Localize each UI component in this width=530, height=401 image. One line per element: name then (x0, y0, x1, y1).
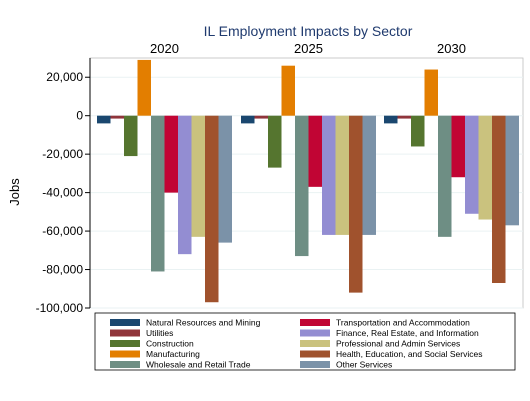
bar (335, 115, 349, 235)
bars (97, 59, 519, 303)
bar (205, 115, 219, 303)
bar (438, 115, 452, 237)
y-tick-label: -40,000 (42, 186, 83, 200)
bar (295, 115, 309, 257)
bar (178, 115, 192, 255)
legend-label: Natural Resources and Mining (146, 318, 261, 328)
bar (397, 115, 411, 119)
legend-label: Wholesale and Retail Trade (146, 360, 251, 370)
y-axis: 20,000 0 -20,000 -40,000 -60,000 -80,000 -100,… (36, 58, 91, 315)
bar (254, 115, 268, 119)
bar (110, 115, 124, 119)
bar (424, 69, 438, 116)
bar (137, 59, 151, 116)
legend-label: Professional and Admin Services (336, 339, 460, 349)
legend-label: Construction (146, 339, 194, 349)
bar (451, 115, 465, 178)
bar (218, 115, 232, 243)
bar (362, 115, 376, 235)
bar (322, 115, 336, 235)
bar (268, 115, 282, 168)
bar (411, 115, 425, 147)
legend-swatch (110, 340, 140, 347)
panel-label: 2020 (150, 41, 179, 56)
y-tick-label: 20,000 (46, 70, 83, 84)
y-tick-label: -20,000 (42, 147, 83, 161)
legend-label: Finance, Real Estate, and Information (336, 328, 479, 338)
legend-swatch (110, 329, 140, 337)
legend-label: Other Services (336, 360, 392, 370)
bar (505, 115, 519, 226)
y-tick-label: 0 (76, 109, 83, 123)
legend-label: Transportation and Accommodation (336, 318, 470, 328)
legend-label: Utilities (146, 328, 173, 338)
legend-swatch (300, 350, 330, 358)
legend-swatch (110, 361, 140, 368)
bar (281, 65, 295, 116)
bar (164, 115, 178, 193)
y-axis-label: Jobs (7, 178, 22, 206)
bar (241, 115, 255, 124)
legend-swatch (300, 340, 330, 347)
panel-label: 2030 (437, 41, 466, 56)
bar (308, 115, 322, 187)
bar (191, 115, 205, 237)
y-tick-label: -100,000 (36, 301, 84, 315)
bar (384, 115, 398, 124)
legend-swatch (300, 361, 330, 368)
bar (124, 115, 138, 157)
y-tick-label: -80,000 (42, 263, 83, 277)
legend: Natural Resources and MiningUtilitiesCon… (94, 312, 516, 371)
bar (97, 115, 111, 124)
bar (478, 115, 492, 220)
panel-labels: 2020 2025 2030 (150, 41, 466, 56)
bar (349, 115, 363, 293)
legend-swatch (300, 319, 330, 326)
panel-label: 2025 (294, 41, 323, 56)
bar (465, 115, 479, 214)
bar (492, 115, 506, 283)
legend-swatch (110, 319, 140, 326)
y-tick-label: -60,000 (42, 224, 83, 238)
chart-title: IL Employment Impacts by Sector (204, 23, 413, 39)
legend-swatch (110, 350, 140, 358)
legend-swatch (300, 329, 330, 337)
legend-label: Health, Education, and Social Services (336, 349, 482, 359)
legend-label: Manufacturing (146, 349, 200, 359)
bar (151, 115, 165, 272)
